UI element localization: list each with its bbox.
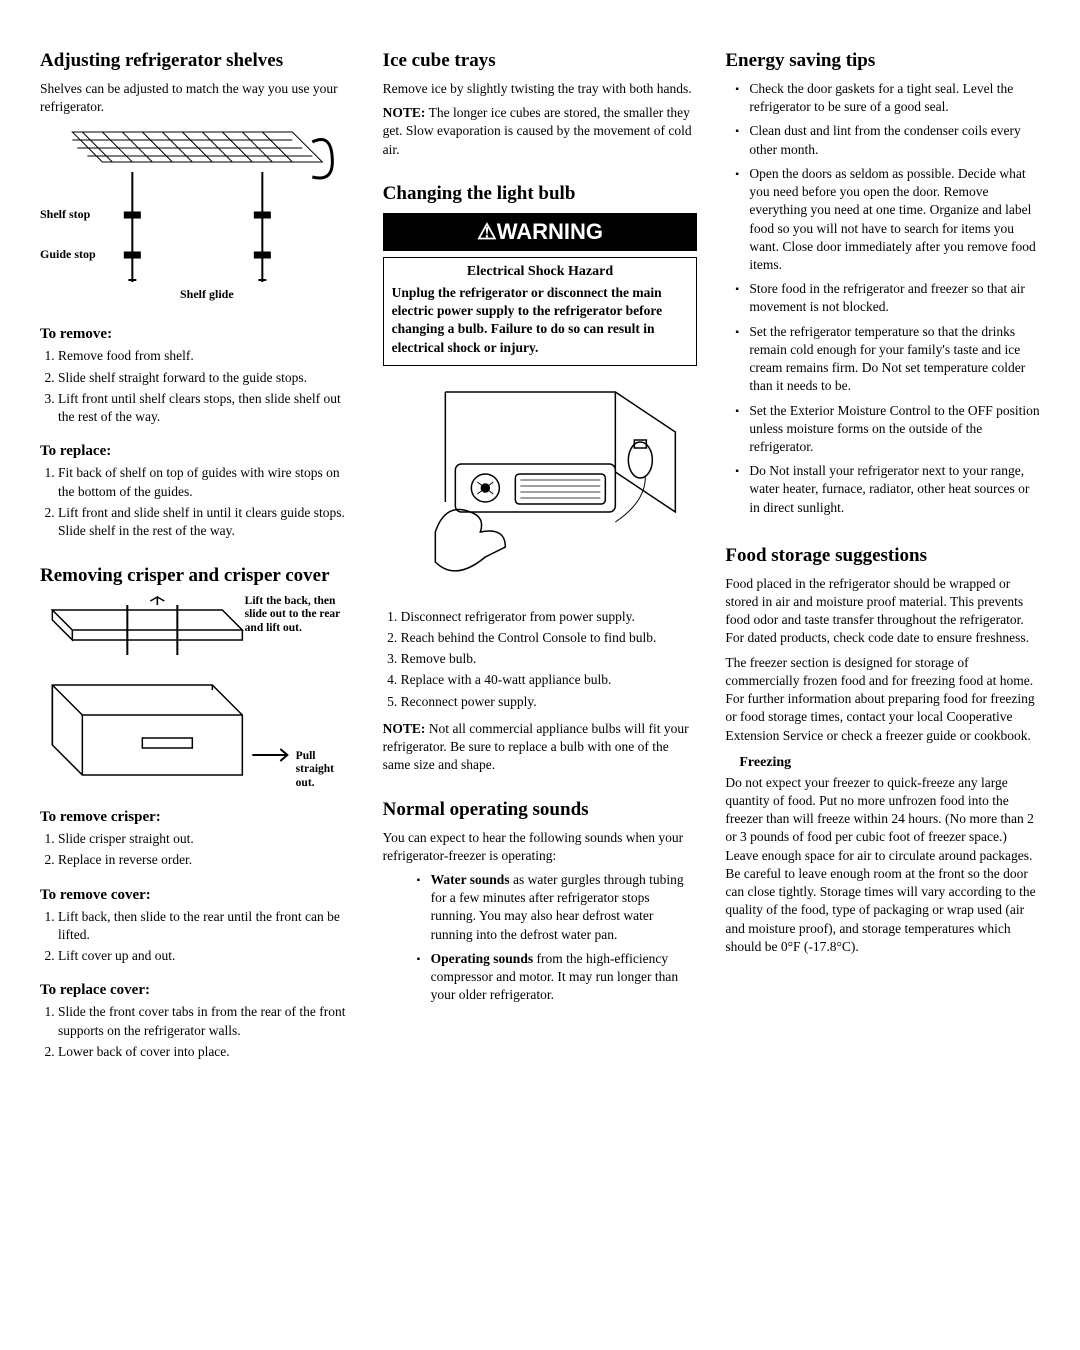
heading-freezing: Freezing	[739, 755, 1040, 771]
warning-title: WARNING	[497, 219, 603, 244]
freezing-paragraph: Do not expect your freezer to quick-free…	[725, 774, 1040, 956]
heading-to-remove: To remove:	[40, 326, 355, 343]
ice-note: NOTE: The longer ice cubes are stored, t…	[383, 104, 698, 159]
list-item: Open the doors as seldom as possible. De…	[739, 165, 1040, 274]
list-item: Remove bulb.	[401, 650, 698, 668]
food-p1: Food placed in the refrigerator should b…	[725, 575, 1040, 648]
heading-remove-crisper: To remove crisper:	[40, 809, 355, 826]
list-item: Do Not install your refrigerator next to…	[739, 462, 1040, 517]
food-p2: The freezer section is designed for stor…	[725, 654, 1040, 745]
remove-cover-steps: Lift back, then slide to the rear until …	[40, 908, 355, 969]
warning-header: ⚠WARNING	[383, 213, 698, 251]
manual-page: Adjusting refrigerator shelves Shelves c…	[40, 50, 1040, 1070]
list-item: Slide crisper straight out.	[58, 830, 355, 848]
heading-adjusting-shelves: Adjusting refrigerator shelves	[40, 50, 355, 72]
list-item: Lift front until shelf clears stops, the…	[58, 390, 355, 426]
remove-crisper-steps: Slide crisper straight out. Replace in r…	[40, 830, 355, 872]
heading-energy: Energy saving tips	[725, 50, 1040, 72]
list-item: Lift cover up and out.	[58, 947, 355, 965]
guide-stop-label: Guide stop	[40, 247, 96, 262]
list-item: Reach behind the Control Console to find…	[401, 629, 698, 647]
list-item: Remove food from shelf.	[58, 347, 355, 365]
bulb-diagram	[383, 382, 698, 602]
list-item: Slide the front cover tabs in from the r…	[58, 1003, 355, 1039]
list-item: Lift front and slide shelf in until it c…	[58, 504, 355, 540]
shelf-glide-label: Shelf glide	[180, 287, 234, 302]
column-1: Adjusting refrigerator shelves Shelves c…	[40, 50, 355, 1070]
column-3: Energy saving tips Check the door gasket…	[725, 50, 1040, 1070]
list-item: Replace in reverse order.	[58, 851, 355, 869]
crisper-pull-label: Pull straight out.	[296, 750, 351, 790]
heading-sounds: Normal operating sounds	[383, 799, 698, 821]
column-2: Ice cube trays Remove ice by slightly tw…	[383, 50, 698, 1070]
heading-replace-cover: To replace cover:	[40, 982, 355, 999]
bulb-steps: Disconnect refrigerator from power suppl…	[383, 608, 698, 714]
remove-shelf-steps: Remove food from shelf. Slide shelf stra…	[40, 347, 355, 429]
heading-ice-trays: Ice cube trays	[383, 50, 698, 72]
heading-to-replace: To replace:	[40, 443, 355, 460]
sounds-list: Water sounds as water gurgles through tu…	[407, 871, 698, 1011]
list-item: Clean dust and lint from the condenser c…	[739, 122, 1040, 158]
heading-remove-cover: To remove cover:	[40, 887, 355, 904]
list-item: Slide shelf straight forward to the guid…	[58, 369, 355, 387]
heading-light-bulb: Changing the light bulb	[383, 183, 698, 205]
list-item: Lower back of cover into place.	[58, 1043, 355, 1061]
list-item: Water sounds as water gurgles through tu…	[421, 871, 698, 944]
list-item: Operating sounds from the high-efficienc…	[421, 950, 698, 1005]
sounds-intro: You can expect to hear the following sou…	[383, 829, 698, 865]
list-item: Fit back of shelf on top of guides with …	[58, 464, 355, 500]
list-item: Lift back, then slide to the rear until …	[58, 908, 355, 944]
list-item: Reconnect power supply.	[401, 693, 698, 711]
warning-hazard: Electrical Shock Hazard	[392, 264, 689, 280]
energy-tips-list: Check the door gaskets for a tight seal.…	[725, 80, 1040, 523]
list-item: Check the door gaskets for a tight seal.…	[739, 80, 1040, 116]
bulb-note: NOTE: Not all commercial appliance bulbs…	[383, 720, 698, 775]
list-item: Disconnect refrigerator from power suppl…	[401, 608, 698, 626]
crisper-diagram: Lift the back, then slide out to the rea…	[40, 595, 355, 795]
list-item: Set the refrigerator temperature so that…	[739, 323, 1040, 396]
replace-shelf-steps: Fit back of shelf on top of guides with …	[40, 464, 355, 543]
ice-paragraph: Remove ice by slightly twisting the tray…	[383, 80, 698, 98]
heading-crisper: Removing crisper and crisper cover	[40, 565, 355, 587]
list-item: Replace with a 40-watt appliance bulb.	[401, 671, 698, 689]
warning-text: Unplug the refrigerator or disconnect th…	[392, 284, 689, 357]
shelf-stop-label: Shelf stop	[40, 207, 90, 222]
heading-food-storage: Food storage suggestions	[725, 545, 1040, 567]
shelf-diagram: Shelf stop Guide stop Shelf glide	[40, 122, 355, 312]
replace-cover-steps: Slide the front cover tabs in from the r…	[40, 1003, 355, 1064]
list-item: Store food in the refrigerator and freez…	[739, 280, 1040, 316]
list-item: Set the Exterior Moisture Control to the…	[739, 402, 1040, 457]
warning-icon: ⚠	[477, 219, 497, 244]
adjust-intro: Shelves can be adjusted to match the way…	[40, 80, 355, 116]
warning-body: Electrical Shock Hazard Unplug the refri…	[383, 257, 698, 366]
crisper-lift-label: Lift the back, then slide out to the rea…	[245, 595, 355, 635]
